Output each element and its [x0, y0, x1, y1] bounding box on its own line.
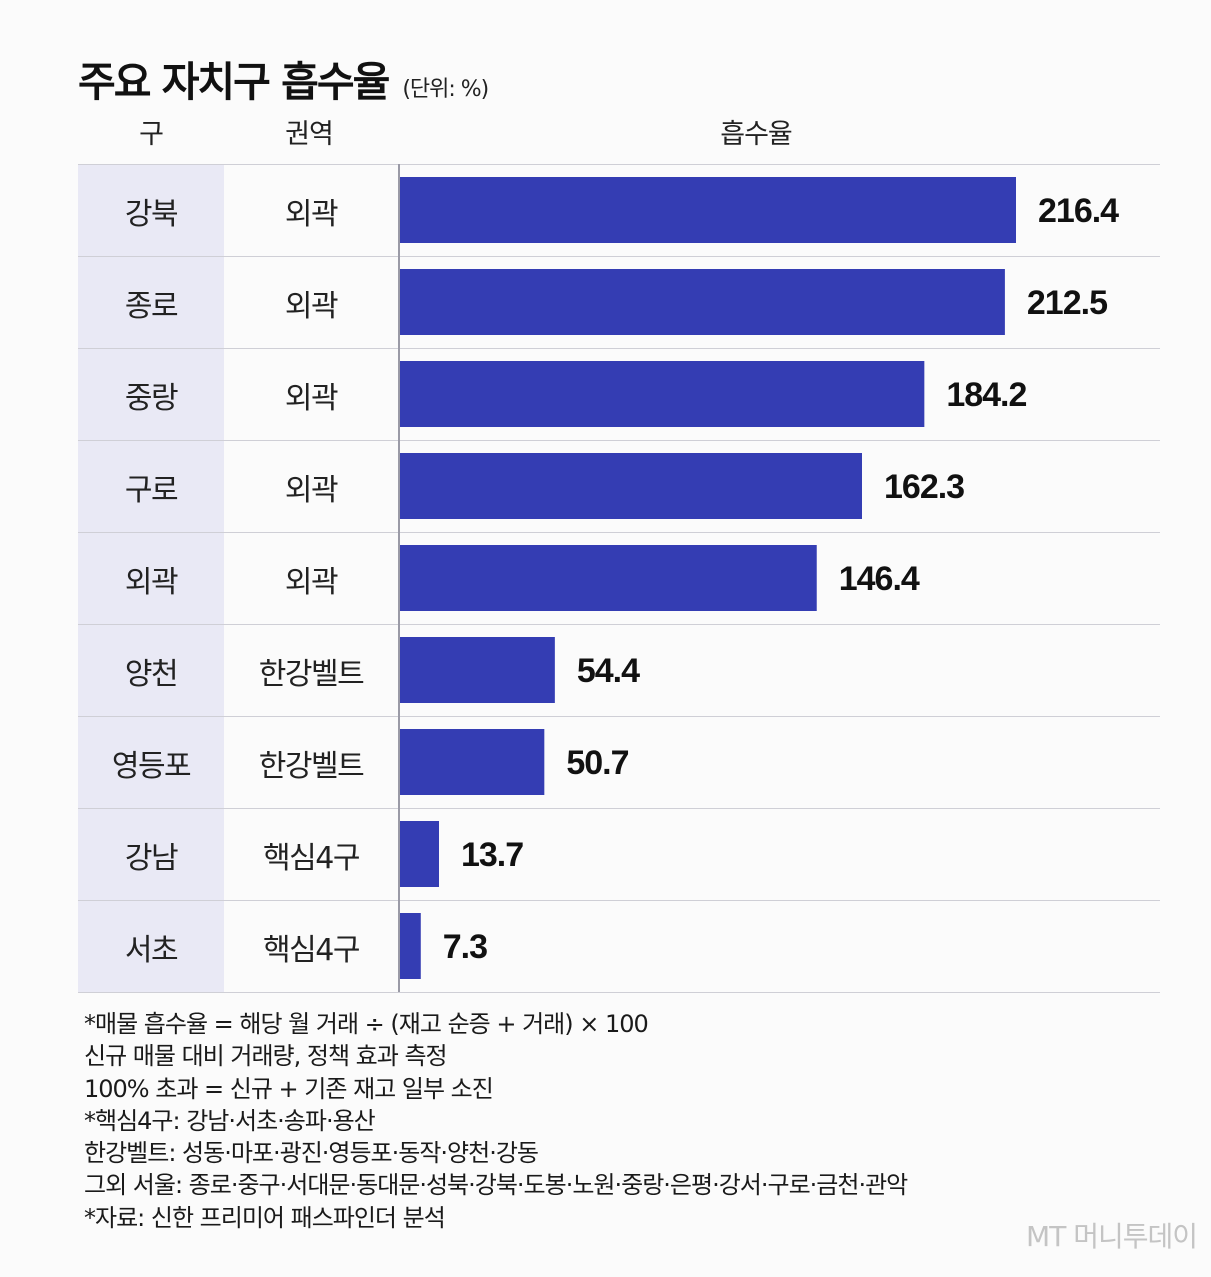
bar-외곽: [400, 545, 817, 611]
region-cell: 한강벨트: [258, 749, 365, 784]
chart-title: 주요 자치구 흡수율: [78, 58, 390, 106]
bar-value-label: 54.4: [577, 652, 640, 690]
watermark-logo: MT 머니투데이: [1026, 1220, 1198, 1253]
row-divider: [78, 348, 1160, 349]
gu-cell: 종로: [78, 257, 224, 349]
gu-cell: 외곽: [78, 533, 224, 625]
footnotes: *매물 흡수율 = 해당 월 거래 ÷ (재고 순증 + 거래) × 100 신…: [84, 1008, 908, 1234]
table-row: 중랑 외곽: [78, 349, 1160, 441]
footnote-line: 신규 매물 대비 거래량, 정책 효과 측정: [84, 1042, 448, 1071]
table-row: 양천 한강벨트: [78, 625, 1160, 717]
table-row: 서초 핵심4구: [78, 901, 1160, 993]
footnote-line: *매물 흡수율 = 해당 월 거래 ÷ (재고 순증 + 거래) × 100: [84, 1010, 649, 1038]
region-cell: 한강벨트: [258, 657, 365, 692]
bar-value-label: 162.3: [884, 468, 964, 506]
header-region: 권역: [285, 119, 334, 150]
table-row: 종로 외곽: [78, 257, 1160, 349]
bar-value-label: 13.7: [461, 836, 523, 874]
header-rate: 흡수율: [720, 119, 793, 150]
region-cell: 외곽: [284, 197, 339, 232]
gu-cell: 강북: [78, 165, 224, 257]
row-divider: [78, 440, 1160, 441]
bar-axis-line: [398, 164, 400, 992]
region-cell: 외곽: [284, 473, 339, 508]
row-divider: [78, 532, 1160, 533]
footnote-line: 그외 서울: 종로·중구·서대문·동대문·성북·강북·도봉·노원·중랑·은평·강…: [84, 1171, 908, 1200]
table-row: 강북 외곽: [78, 165, 1160, 257]
row-divider: [78, 900, 1160, 901]
footnote-line: 한강벨트: 성동·마포·광진·영등포·동작·양천·강동: [84, 1139, 539, 1168]
region-cell: 외곽: [284, 381, 339, 416]
table-row: 외곽 외곽: [78, 533, 1160, 625]
bar-구로: [400, 453, 862, 519]
region-cell: 핵심4구: [263, 933, 360, 968]
bar-value-label: 146.4: [839, 560, 920, 598]
gu-cell: 중랑: [78, 349, 224, 441]
bar-value-label: 216.4: [1038, 192, 1119, 230]
row-divider: [78, 716, 1160, 717]
gu-cell: 구로: [78, 441, 224, 533]
table-row: 구로 외곽: [78, 441, 1160, 533]
region-cell: 핵심4구: [263, 841, 360, 876]
footnote-line: 100% 초과 = 신규 + 기존 재고 일부 소진: [84, 1074, 494, 1103]
gu-cell: 강남: [78, 809, 224, 901]
bar-영등포: [400, 729, 545, 795]
footnote-line: *핵심4구: 강남·서초·송파·용산: [84, 1106, 376, 1135]
bar-value-label: 50.7: [566, 744, 628, 782]
row-divider: [78, 808, 1160, 809]
bar-중랑: [400, 361, 925, 427]
title-row: 주요 자치구 흡수율 (단위: %): [78, 48, 489, 108]
table-row: 강남 핵심4구: [78, 809, 1160, 901]
bar-종로: [400, 269, 1005, 335]
region-cell: 외곽: [284, 289, 339, 324]
header-divider: [78, 164, 1160, 165]
bar-value-label: 7.3: [443, 928, 487, 966]
footnote-line: *자료: 신한 프리미어 패스파인더 분석: [84, 1203, 446, 1232]
bar-value-label: 212.5: [1027, 284, 1107, 322]
bar-서초: [400, 913, 421, 979]
row-divider: [78, 992, 1160, 993]
gu-cell: 영등포: [78, 717, 224, 809]
region-cell: 외곽: [284, 565, 339, 600]
header-gu: 구: [139, 119, 164, 150]
gu-cell: 서초: [78, 901, 224, 993]
unit-label: (단위: %): [402, 77, 489, 102]
gu-cell: 양천: [78, 625, 224, 717]
bar-양천: [400, 637, 555, 703]
table-row: 영등포 한강벨트: [78, 717, 1160, 809]
row-divider: [78, 256, 1160, 257]
row-divider: [78, 624, 1160, 625]
bar-강북: [400, 177, 1016, 243]
bar-강남: [400, 821, 439, 887]
bar-value-label: 184.2: [946, 376, 1026, 414]
